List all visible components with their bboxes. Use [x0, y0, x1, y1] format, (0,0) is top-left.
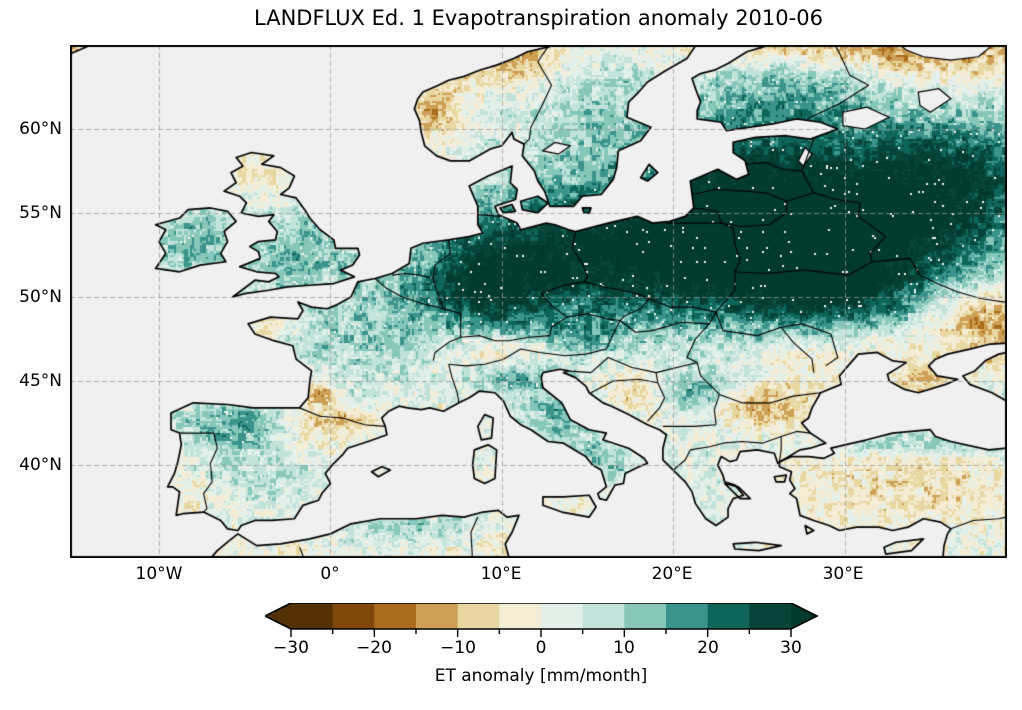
colorbar-label: ET anomaly [mm/month] — [434, 666, 648, 686]
chart-title: LANDFLUX Ed. 1 Evapotranspiration anomal… — [254, 6, 823, 30]
europe-map-canvas — [70, 45, 1007, 558]
y-tick-label-45n: 45°N — [19, 371, 62, 391]
x-tick-label-30e: 30°E — [822, 564, 864, 584]
x-tick-label-0: 0° — [320, 564, 340, 584]
map-frame — [70, 45, 1007, 558]
colorbar-tick-10: 10 — [613, 638, 635, 658]
colorbar — [265, 603, 819, 637]
x-tick-label-10w: 10°W — [135, 564, 183, 584]
y-tick-label-55n: 55°N — [19, 203, 62, 223]
x-tick-label-10e: 10°E — [480, 564, 522, 584]
colorbar-tick-20: 20 — [697, 638, 719, 658]
colorbar-tick-m10: −10 — [440, 638, 476, 658]
colorbar-tick-m20: −20 — [356, 638, 392, 658]
colorbar-tick-m30: −30 — [273, 638, 309, 658]
y-tick-label-40n: 40°N — [19, 455, 62, 475]
colorbar-tick-0: 0 — [535, 638, 547, 658]
y-tick-label-50n: 50°N — [19, 287, 62, 307]
y-tick-label-60n: 60°N — [19, 119, 62, 139]
x-tick-label-20e: 20°E — [651, 564, 693, 584]
colorbar-tick-30: 30 — [780, 638, 802, 658]
